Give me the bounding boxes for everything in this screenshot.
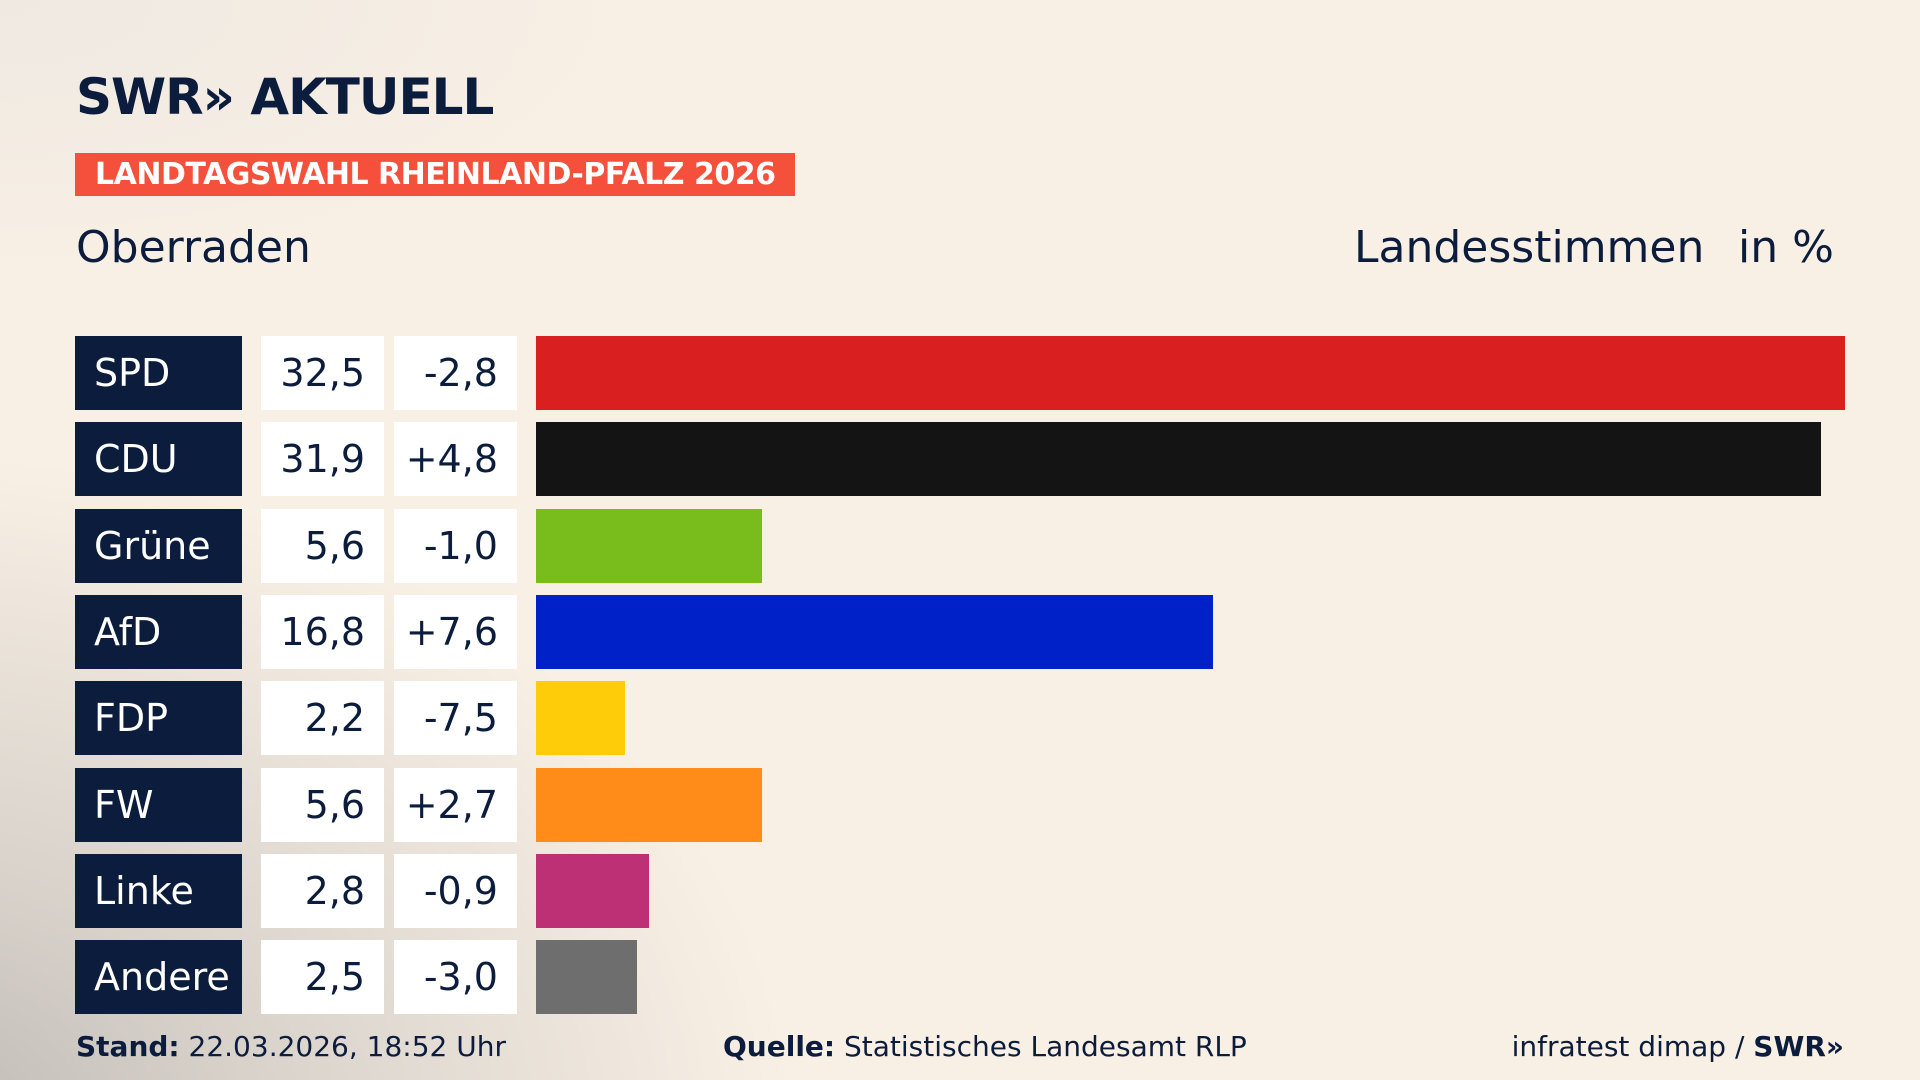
vote-share: 31,9 (261, 422, 384, 497)
vote-share: 16,8 (261, 594, 384, 669)
party-label: FDP (75, 681, 242, 756)
vote-change: -1,0 (394, 508, 517, 583)
vote-bar (536, 508, 762, 583)
election-banner: LANDTAGSWAHL RHEINLAND-PFALZ 2026 (75, 153, 796, 196)
stand-label: Stand: (76, 1030, 180, 1063)
party-label: AfD (75, 594, 242, 669)
vote-bar (536, 681, 625, 756)
party-label: SPD (75, 336, 242, 410)
timestamp: Stand: 22.03.2026, 18:52 Uhr (76, 1030, 506, 1063)
vote-bar (536, 940, 637, 1015)
location-title: Oberraden (76, 222, 311, 273)
vote-share: 2,2 (261, 681, 384, 756)
swr-small-logo: SWR» (1753, 1030, 1844, 1063)
party-label: FW (75, 767, 242, 842)
vote-change: +7,6 (394, 594, 517, 669)
vote-share: 2,5 (261, 940, 384, 1015)
vote-share: 5,6 (261, 767, 384, 842)
party-label: CDU (75, 422, 242, 497)
source: Quelle: Statistisches Landesamt RLP (723, 1030, 1247, 1063)
vote-bar (536, 853, 649, 928)
unit-label: in % (1738, 222, 1834, 273)
vote-change: +4,8 (394, 422, 517, 497)
vote-share: 32,5 (261, 336, 384, 410)
party-label: Linke (75, 853, 242, 928)
vote-change: -3,0 (394, 940, 517, 1015)
vote-bar (536, 594, 1213, 669)
vote-bar (536, 336, 1845, 410)
vote-bar (536, 767, 762, 842)
stand-value: 22.03.2026, 18:52 Uhr (188, 1030, 506, 1063)
credit-text: infratest dimap / (1511, 1030, 1754, 1063)
vote-share: 5,6 (261, 508, 384, 583)
vote-share: 2,8 (261, 853, 384, 928)
vote-change: -7,5 (394, 681, 517, 756)
credit: infratest dimap / SWR» (1512, 1030, 1844, 1063)
party-label: Andere (75, 940, 242, 1015)
vote-bar (536, 422, 1821, 497)
party-label: Grüne (75, 508, 242, 583)
swr-aktuell-logo: SWR» AKTUELL (76, 68, 494, 126)
vote-change: +2,7 (394, 767, 517, 842)
vote-change: -0,9 (394, 853, 517, 928)
source-value: Statistisches Landesamt RLP (844, 1030, 1247, 1063)
vote-type-label: Landesstimmen (1354, 222, 1705, 273)
source-label: Quelle: (723, 1030, 836, 1063)
vote-change: -2,8 (394, 336, 517, 410)
